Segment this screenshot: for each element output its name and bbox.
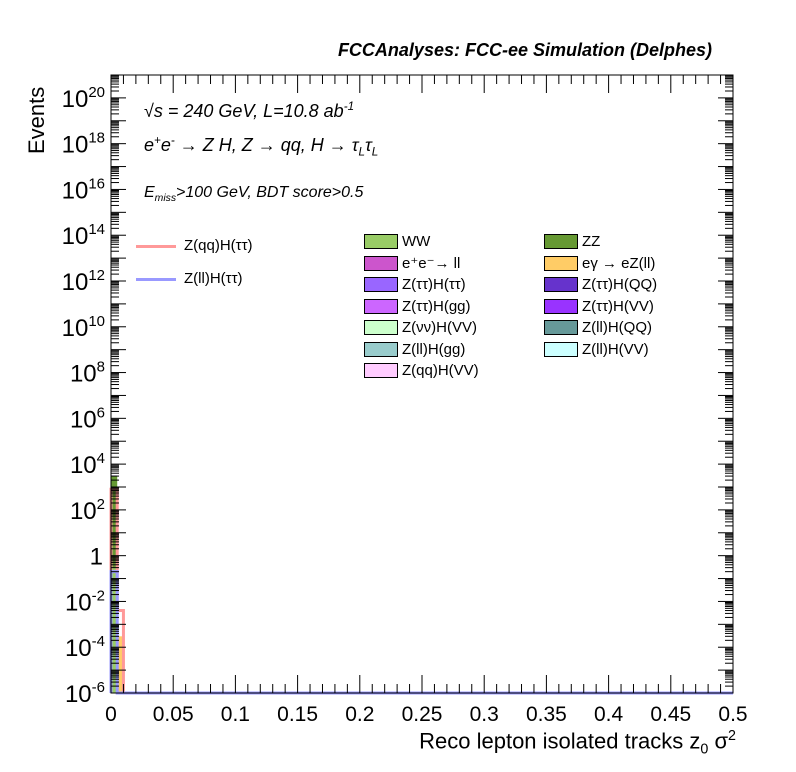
- x-axis-label: Reco lepton isolated tracks z0 σ2: [0, 728, 736, 758]
- y-tick-label-3: 1014: [62, 221, 105, 250]
- signal-line-0: [109, 487, 733, 695]
- selection-label: Emiss>100 GeV, BDT score>0.5: [144, 184, 363, 204]
- x-tick-label-5: 0.25: [402, 703, 443, 726]
- y-tick-label-7: 106: [70, 404, 105, 433]
- y-tick-label-8: 104: [70, 450, 105, 479]
- legend-box-swatch: [364, 298, 398, 314]
- bar-bkg-0-bin-0: [111, 567, 118, 693]
- y-tick-label-6: 108: [70, 359, 105, 388]
- y-tick-label-4: 1012: [62, 267, 105, 296]
- energy-lumi-label: √s = 240 GeV, L=10.8 ab-1: [144, 100, 354, 122]
- legend-box-swatch: [544, 320, 578, 335]
- legend-label: Z(ll)H(gg): [402, 340, 466, 358]
- process-e1: e: [144, 135, 155, 155]
- legend-box-swatch: [544, 234, 578, 249]
- process-label: e+e- → Z H, Z → qq, H → τLτL: [144, 134, 378, 159]
- x-axis-label-sigma: σ: [708, 728, 729, 754]
- legend-box-swatch: [364, 341, 398, 357]
- y-tick-label-13: 10-6: [65, 679, 105, 708]
- process-minus: -: [170, 134, 175, 147]
- y-tick-label-2: 1016: [62, 175, 105, 204]
- legend-box-swatch: [364, 320, 398, 335]
- signal-line-1: [109, 570, 733, 695]
- x-tick-label-1: 0.05: [153, 703, 194, 726]
- legend-label: Z(νν)H(VV): [402, 319, 477, 336]
- y-tick-label-10: 1: [90, 544, 103, 571]
- legend-label: Z(ll)H(VV): [582, 340, 649, 358]
- process-sub1: L: [358, 145, 366, 159]
- y-tick-label-1: 1018: [62, 130, 105, 159]
- process-chain: → Z H, Z → qq, H → τ: [174, 135, 359, 155]
- legend-box-swatch: [364, 255, 398, 271]
- legend-label: Z(ll)H(QQ): [582, 319, 652, 336]
- legend-box-swatch: [544, 341, 578, 357]
- plot-header: FCCAnalyses: FCC-ee Simulation (Delphes): [337, 40, 712, 60]
- selection-text: >100 GeV, BDT score>0.5: [176, 184, 364, 201]
- legend-label: e⁺e⁻→ ll: [402, 254, 461, 272]
- x-tick-label-0: 0: [105, 703, 117, 726]
- x-tick-label-3: 0.15: [277, 703, 318, 726]
- process-sub2: L: [371, 145, 379, 159]
- legend-line-swatch: [136, 245, 176, 248]
- legend-box-swatch: [364, 277, 398, 292]
- y-tick-label-9: 102: [70, 496, 105, 525]
- legend-label: Z(ττ)H(ττ): [402, 276, 466, 293]
- legend-label: eγ → eZ(ll): [582, 254, 656, 272]
- process-plus: +: [154, 134, 161, 147]
- y-axis-label: Events: [24, 86, 49, 154]
- selection-e: E: [144, 184, 155, 201]
- legend-label: Z(qq)H(ττ): [184, 237, 253, 254]
- legend-label: Z(ττ)H(VV): [582, 297, 654, 315]
- x-tick-label-10: 0.5: [718, 703, 747, 726]
- legend-box-swatch: [364, 234, 398, 249]
- x-axis-label-sup: 2: [728, 728, 736, 744]
- selection-sub: miss: [154, 193, 177, 205]
- x-axis-label-sub: 0: [700, 741, 709, 758]
- y-tick-label-5: 1010: [62, 313, 105, 342]
- process-e2: e: [160, 135, 171, 155]
- legend-label: WW: [402, 233, 431, 250]
- lumi-unit-exponent: -1: [343, 100, 355, 113]
- x-tick-label-4: 0.2: [345, 703, 374, 726]
- legend-label: Z(ττ)H(QQ): [582, 276, 658, 293]
- bar-bkg-3-bin-1: [117, 636, 124, 693]
- legend-box-swatch: [544, 298, 578, 314]
- legend-line-swatch: [136, 278, 176, 281]
- x-tick-label-2: 0.1: [221, 703, 250, 726]
- legend-box-swatch: [544, 277, 578, 292]
- legend-label: Z(qq)H(VV): [402, 362, 479, 379]
- y-tick-label-12: 10-4: [65, 633, 105, 662]
- x-tick-label-9: 0.45: [650, 703, 691, 726]
- legend-box-swatch: [364, 363, 398, 378]
- process-tau2: τ: [365, 135, 372, 155]
- x-axis-label-main: Reco lepton isolated tracks z: [419, 728, 701, 754]
- energy-lumi-text: √s = 240 GeV, L=10.8 ab: [144, 101, 344, 121]
- legend-label: Z(ll)H(ττ): [184, 270, 243, 287]
- x-tick-label-8: 0.4: [594, 703, 624, 726]
- plot-frame: [110, 74, 734, 694]
- legend-box-swatch: [544, 255, 578, 271]
- x-tick-label-6: 0.3: [470, 703, 499, 726]
- legend-label: Z(ττ)H(gg): [402, 297, 471, 315]
- y-tick-label-11: 10-2: [65, 587, 105, 616]
- x-tick-label-7: 0.35: [526, 703, 567, 726]
- legend-label: ZZ: [582, 233, 601, 250]
- y-tick-label-0: 1020: [62, 84, 105, 113]
